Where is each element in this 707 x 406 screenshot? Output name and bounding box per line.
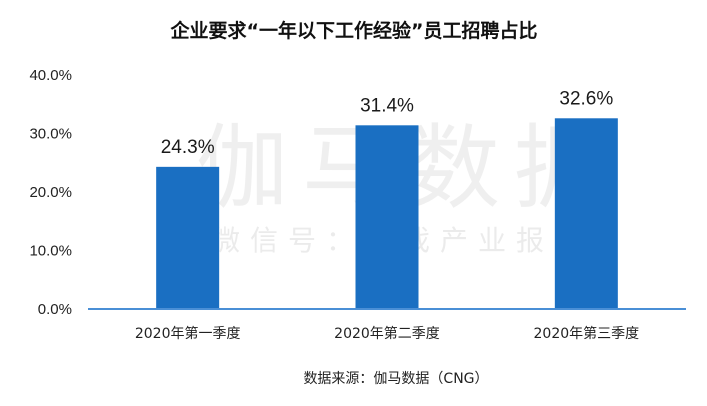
- bar: [355, 125, 419, 309]
- y-tick-label: 20.0%: [29, 184, 72, 201]
- bar-series: 24.3% 31.4% 32.6%: [156, 88, 618, 309]
- x-category-label: 2020年第一季度: [135, 325, 241, 342]
- bar: [554, 118, 618, 309]
- x-category-label: 2020年第三季度: [534, 325, 640, 342]
- y-tick-label: 40.0%: [29, 67, 72, 84]
- x-axis-categories: 2020年第一季度 2020年第二季度 2020年第三季度: [135, 325, 639, 342]
- y-tick-label: 30.0%: [29, 126, 72, 143]
- chart-title: 企业要求“一年以下工作经验”员工招聘占比: [170, 19, 538, 42]
- bar: [156, 166, 220, 309]
- bar-value-label: 31.4%: [360, 95, 414, 116]
- y-tick-label: 10.0%: [29, 243, 72, 260]
- bar-value-label: 32.6%: [559, 88, 613, 109]
- y-axis-ticks: 0.0% 10.0% 20.0% 30.0% 40.0%: [29, 67, 72, 318]
- bar-value-label: 24.3%: [161, 137, 215, 158]
- x-category-label: 2020年第二季度: [334, 325, 440, 342]
- y-tick-label: 0.0%: [38, 301, 72, 318]
- source-note: 数据来源：伽马数据（CNG）: [303, 371, 488, 387]
